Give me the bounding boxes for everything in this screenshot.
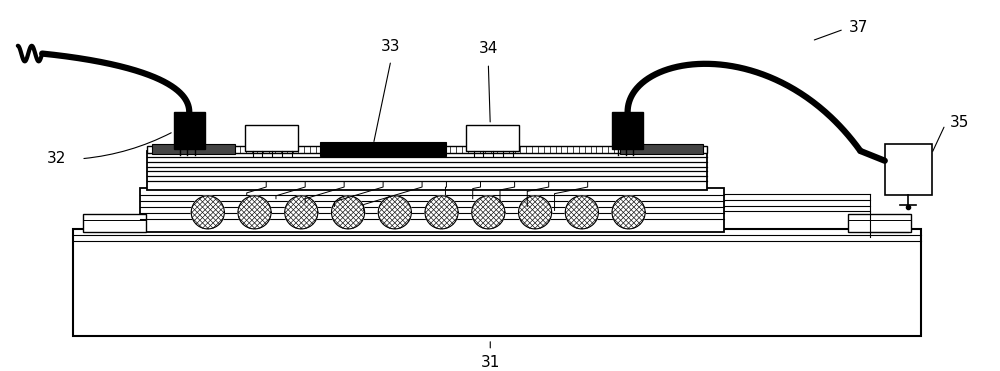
Polygon shape: [519, 196, 552, 229]
Polygon shape: [285, 196, 318, 229]
Polygon shape: [238, 196, 271, 229]
Bar: [83, 214, 146, 232]
Text: 31: 31: [481, 355, 500, 370]
Bar: [152, 144, 235, 154]
Bar: [174, 112, 205, 149]
Bar: [612, 112, 643, 149]
Bar: [140, 188, 724, 232]
Bar: [466, 125, 519, 151]
Text: 35: 35: [950, 115, 969, 130]
Polygon shape: [378, 196, 411, 229]
Text: 36: 36: [659, 147, 678, 161]
Bar: [147, 151, 707, 190]
Polygon shape: [565, 196, 598, 229]
Polygon shape: [425, 196, 458, 229]
Bar: [147, 146, 707, 153]
Text: 34: 34: [479, 42, 498, 56]
Polygon shape: [472, 196, 505, 229]
Bar: [320, 142, 446, 156]
Polygon shape: [612, 196, 645, 229]
Text: 37: 37: [849, 20, 868, 35]
Polygon shape: [331, 196, 365, 229]
Polygon shape: [191, 196, 224, 229]
Bar: [620, 144, 703, 154]
Bar: [885, 144, 932, 195]
Text: 32: 32: [47, 151, 67, 166]
Bar: [73, 229, 921, 336]
Bar: [245, 125, 298, 151]
Text: 33: 33: [381, 39, 401, 53]
Bar: [848, 214, 911, 232]
